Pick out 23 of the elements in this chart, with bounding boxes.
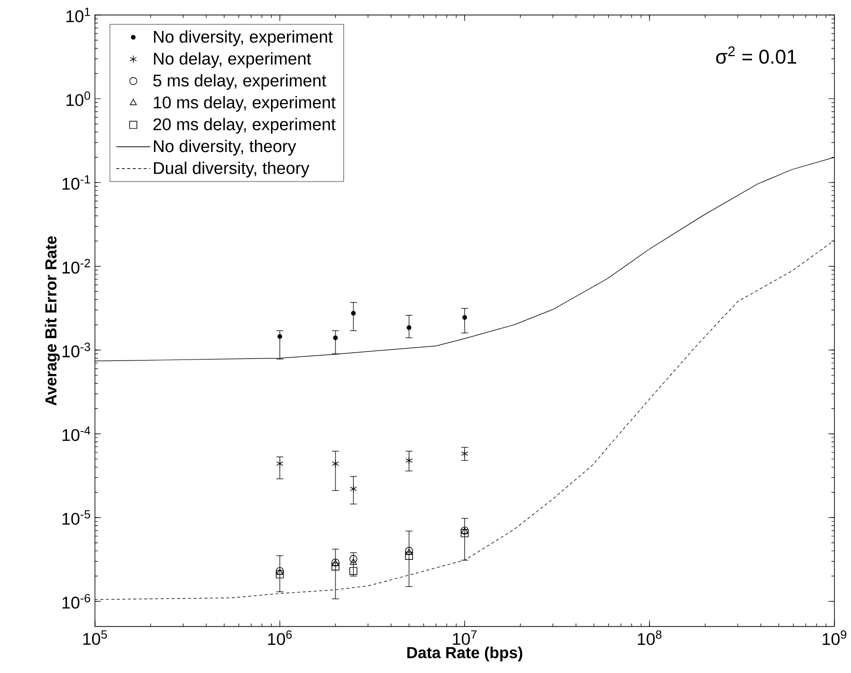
legend-label: 5 ms delay, experiment bbox=[153, 74, 326, 90]
y-tick-label: 10$^{0}$ bbox=[66, 91, 90, 106]
x-tick-label: 10$^{5}$ bbox=[83, 630, 107, 645]
y-tick-label: 10$^{-2}$ bbox=[62, 258, 90, 274]
annotation: σ$^{2}$ = 0.01 bbox=[716, 46, 796, 64]
legend-label: 10 ms delay, experiment bbox=[154, 96, 336, 112]
y-tick-label: 10$^{1}$ bbox=[66, 7, 90, 22]
legend-label: No diversity, experiment bbox=[154, 30, 333, 46]
legend-label: 20 ms delay, experiment bbox=[153, 118, 336, 134]
y-tick-label: 10$^{-4}$ bbox=[62, 426, 90, 441]
legend-label: Dual diversity, theory bbox=[154, 161, 310, 178]
x-tick-label: 10$^{8}$ bbox=[638, 630, 662, 645]
y-tick-label: 10$^{-3}$ bbox=[62, 342, 90, 358]
y-tick-label: 10$^{-1}$ bbox=[62, 174, 90, 190]
x-axis-title: Data Rate (bps) bbox=[407, 646, 522, 662]
y-axis-title: Average Bit Error Rate bbox=[44, 236, 60, 406]
y-tick-label: 10$^{-6}$ bbox=[62, 594, 90, 608]
x-tick-label: 10$^{6}$ bbox=[268, 630, 292, 645]
legend-label: No delay, experiment bbox=[154, 52, 312, 68]
x-tick-label: 10$^{7}$ bbox=[453, 630, 477, 645]
legend-label: No diversity, theory bbox=[154, 140, 296, 156]
x-tick-label: 10$^{9}$ bbox=[822, 630, 846, 645]
y-tick-label: 10$^{-5}$ bbox=[62, 510, 90, 525]
